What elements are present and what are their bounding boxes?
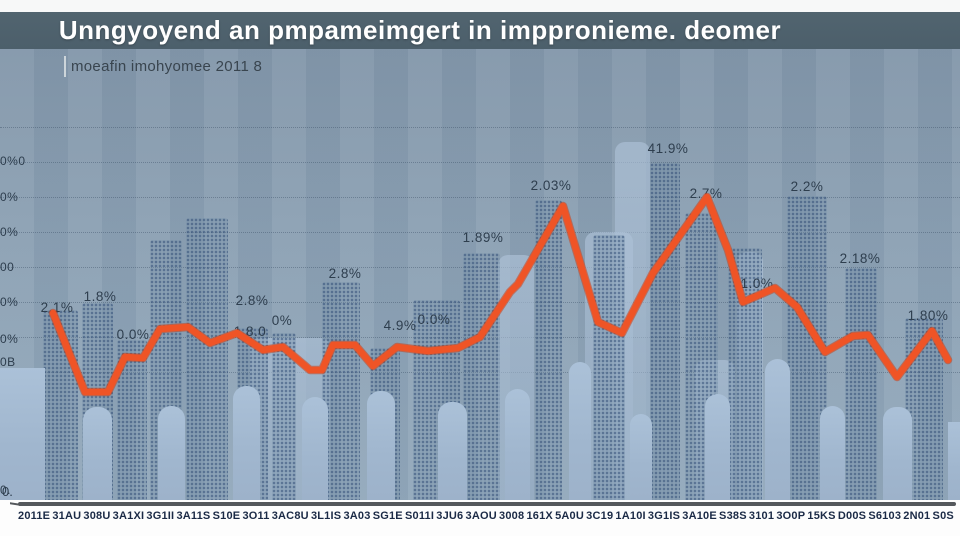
x-axis-labels: 2011E 31AU 308U 3A1XI 3G1II 3A11S S10E 3O11 3AC8… <box>18 510 954 522</box>
x-axis-tick-label: 3AC8U <box>271 510 309 522</box>
pill-bar <box>0 368 45 500</box>
y-axis-tick-label: 0% <box>0 295 19 309</box>
x-axis-tick-label: S10E <box>212 510 241 522</box>
x-axis-tick-label: 3A1XI <box>112 510 145 522</box>
x-axis-tick-label: 3A10E <box>682 510 717 522</box>
x-axis-tick-label: 5A0U <box>555 510 585 522</box>
data-value-label: 1.8.0 <box>233 324 267 339</box>
data-value-label: 0% <box>271 313 293 328</box>
header-band: Unngyoyend an pmpameimgert in impproniem… <box>0 12 960 49</box>
y-axis-tick-label: 0. <box>0 483 12 497</box>
x-axis-line <box>18 502 956 506</box>
bar <box>650 163 680 500</box>
chart-title: Unngyoyend an pmpameimgert in impproniem… <box>58 15 782 45</box>
pill-bar <box>505 389 530 500</box>
y-axis-tick-label: 0% <box>0 225 19 239</box>
x-axis-tick-label: 3G1II <box>146 510 175 522</box>
data-value-label: 41.9% <box>647 141 689 156</box>
pill-bar <box>765 359 790 500</box>
data-value-label: 2.1% <box>40 300 74 315</box>
pill-bar <box>705 394 730 500</box>
data-value-label: 4.9% <box>383 318 417 333</box>
plot-area: moeafin imohyomee 2011 8 0%0 0% 0% 00 0% 0% 0B… <box>0 49 960 500</box>
x-axis-tick-label: D00S <box>837 510 867 522</box>
x-axis-tick-label: 161X <box>526 510 553 522</box>
pill-bar <box>630 414 652 500</box>
x-axis-tick-label: 2011E <box>18 510 51 522</box>
subtitle-row: moeafin imohyomee 2011 8 <box>64 56 262 77</box>
x-axis-tick-label: S011I <box>404 510 435 522</box>
x-axis-strip: 2011E 31AU 308U 3A1XI 3G1II 3A11S S10E 3O11 3AC8… <box>0 500 960 536</box>
gridline <box>0 127 960 128</box>
top-margin-strip <box>0 0 960 12</box>
pill-bar <box>233 386 260 500</box>
pill-bar <box>948 422 960 500</box>
data-value-label: 2.03% <box>530 178 572 193</box>
x-axis-tick-label: 3008 <box>499 510 525 522</box>
bar <box>593 235 625 500</box>
data-value-label: 2.8% <box>235 293 269 308</box>
bar <box>845 268 877 500</box>
bar <box>535 200 562 500</box>
pill-bar <box>883 407 912 500</box>
data-value-label: 1.8% <box>83 289 117 304</box>
pill-bar <box>438 402 467 500</box>
x-axis-tick-label: 1A10I <box>615 510 646 522</box>
x-axis-tick-label: SG1E <box>372 510 403 522</box>
y-axis-origin-label: 0. <box>2 484 13 499</box>
pill-bar <box>158 406 185 500</box>
pill-bar <box>820 406 845 500</box>
bar <box>186 218 228 500</box>
x-axis-tick-label: 308U <box>83 510 111 522</box>
x-axis-tick-label: S38S <box>719 510 747 522</box>
y-axis-tick-label: 00 <box>0 260 15 274</box>
pill-bar <box>302 397 328 500</box>
x-axis-tick-label: 3A11S <box>176 510 211 522</box>
x-axis-tick-label: 3JU6 <box>436 510 464 522</box>
data-value-label: 1.80% <box>907 308 949 323</box>
gridline <box>0 162 960 163</box>
bar <box>272 333 296 500</box>
x-axis-tick-label: 3G1IS <box>647 510 681 522</box>
x-axis-tick-label: 3L1IS <box>310 510 342 522</box>
bar <box>117 340 147 500</box>
data-value-label: 2.8% <box>328 266 362 281</box>
bar <box>43 310 78 500</box>
x-axis-tick-label: 3AOU <box>465 510 497 522</box>
pill-bar <box>569 362 591 500</box>
x-axis-tick-label: 31AU <box>52 510 82 522</box>
data-value-label: 2.18% <box>839 251 881 266</box>
y-axis-tick-label: 0% <box>0 190 19 204</box>
pill-bar <box>367 391 395 500</box>
text-cursor-bar <box>64 56 66 77</box>
x-axis-tick-label: S6103 <box>868 510 902 522</box>
x-axis-tick-label: 3101 <box>748 510 775 522</box>
data-value-label: 0.0% <box>417 312 451 327</box>
data-value-label: 2.7% <box>689 186 723 201</box>
x-axis-tick-label: 15KS <box>807 510 836 522</box>
y-axis-tick-label: 0% <box>0 332 19 346</box>
pill-bar <box>83 407 112 500</box>
data-value-label: 1.89% <box>462 230 504 245</box>
x-axis-tick-label: 2N01 <box>903 510 931 522</box>
x-axis-tick-label: 3C19 <box>586 510 614 522</box>
x-axis-tick-label: 3O11 <box>242 510 270 522</box>
x-axis-tick-label: 3O0P <box>776 510 806 522</box>
y-axis-tick-label: 0%0 <box>0 154 26 168</box>
x-axis-tick-label: 3A03 <box>343 510 371 522</box>
chart-subtitle: moeafin imohyomee 2011 8 <box>71 58 263 75</box>
x-axis-tick-label: S0S <box>932 510 954 522</box>
bar <box>463 253 500 500</box>
data-value-label: 2.2% <box>790 179 824 194</box>
data-value-label: 0.0% <box>116 327 150 342</box>
y-axis-tick-label: 0B <box>0 355 16 369</box>
data-value-label: 1.0% <box>740 276 774 291</box>
